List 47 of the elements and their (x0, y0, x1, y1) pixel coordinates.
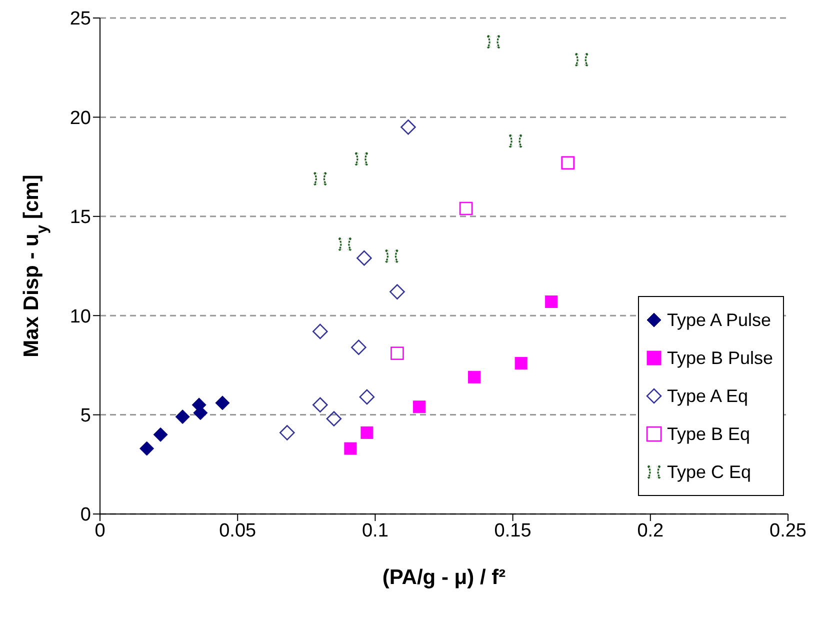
point (312, 397, 328, 413)
point (351, 340, 366, 355)
legend-label: Type A Pulse (666, 310, 772, 330)
x-tick-label: 0.2 (637, 520, 664, 542)
y-tick-label: 5 (80, 406, 91, 427)
y-tick-label: 25 (70, 8, 91, 30)
x-tick-label: 0.15 (494, 520, 532, 542)
legend-label: Type B Pulse (666, 348, 773, 368)
point (354, 152, 368, 166)
y-tick-label: 0 (80, 504, 91, 526)
point (384, 249, 399, 263)
point (459, 202, 473, 216)
point (326, 411, 342, 426)
y-tick-label: 15 (70, 207, 91, 228)
x-tick-label: 0 (94, 520, 106, 542)
x-tick-label: 0.25 (770, 520, 806, 542)
point (215, 396, 230, 410)
point (279, 425, 295, 440)
y-tick-label: 10 (70, 306, 91, 328)
point (400, 119, 416, 135)
point (508, 134, 522, 148)
point (390, 284, 405, 300)
legend-label: Type C Eq (666, 462, 751, 482)
point (514, 356, 528, 370)
x-tick-label: 0.1 (362, 520, 388, 542)
point (412, 400, 426, 414)
point (175, 410, 190, 424)
point (312, 324, 328, 340)
point (153, 427, 168, 442)
legend-label: Type B Eq (666, 424, 750, 444)
x-tick-label: 0.05 (219, 520, 256, 542)
point (561, 156, 574, 170)
point (545, 295, 558, 308)
point (360, 426, 374, 439)
point (359, 389, 375, 405)
point (344, 442, 357, 455)
point (313, 172, 327, 186)
y-tick-label: 20 (70, 108, 91, 129)
point (468, 370, 481, 384)
point (390, 346, 404, 360)
point (140, 441, 154, 456)
legend-label: Type A Eq (666, 386, 748, 406)
point (574, 52, 588, 66)
point (356, 250, 372, 266)
x-axis-title: (PA/g - μ) / f² (382, 566, 506, 589)
point (338, 237, 352, 251)
point (486, 35, 500, 49)
